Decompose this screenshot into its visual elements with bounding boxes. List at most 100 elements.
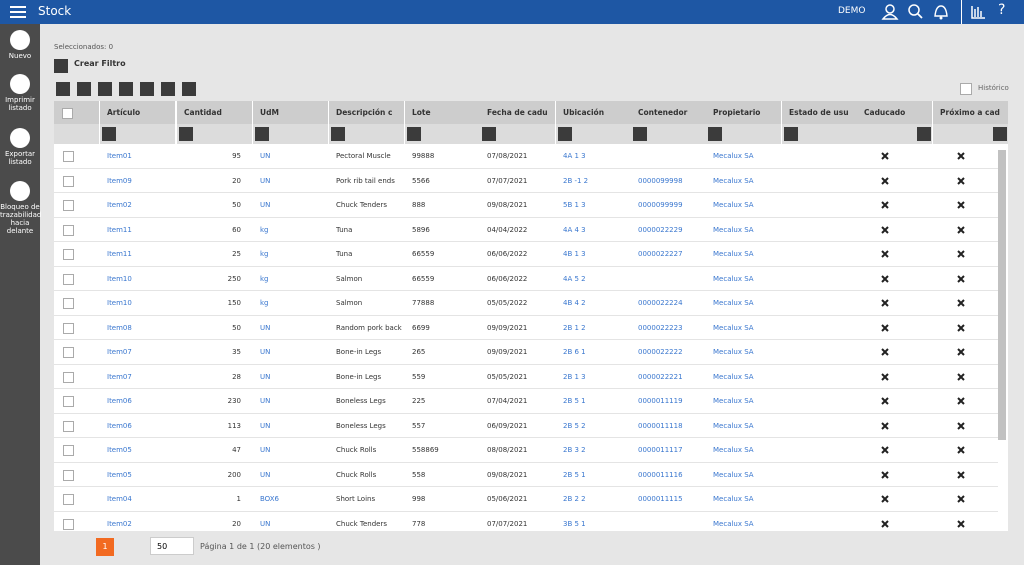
cell[interactable]: Mecalux SA: [713, 446, 754, 454]
cell[interactable]: Item08: [107, 323, 132, 332]
cell[interactable]: 0000022221: [638, 372, 683, 381]
cell[interactable]: Item07: [107, 372, 132, 381]
history-checkbox[interactable]: [960, 83, 972, 95]
cell[interactable]: 0000099998: [638, 176, 683, 185]
cell[interactable]: 4B 1 3: [563, 250, 586, 258]
tool-button[interactable]: [119, 82, 133, 96]
filter-button[interactable]: [407, 127, 421, 141]
cell[interactable]: Item01: [107, 152, 132, 160]
column-header[interactable]: Estado de usu: [782, 101, 858, 124]
filter-button[interactable]: [708, 127, 722, 141]
select-all[interactable]: [62, 108, 73, 119]
filter-icon[interactable]: [54, 59, 68, 73]
cell[interactable]: 2B 3 2: [563, 446, 586, 454]
page-size[interactable]: 50: [150, 537, 194, 555]
cell[interactable]: 0000011116: [638, 470, 683, 479]
column-header[interactable]: Propietario: [706, 101, 782, 124]
cell[interactable]: kg: [260, 250, 269, 258]
cell[interactable]: 0000011117: [638, 446, 683, 454]
filter-button[interactable]: [482, 127, 496, 141]
export-button[interactable]: Exportar listado: [0, 128, 40, 166]
cell[interactable]: Item06: [107, 421, 132, 430]
column-header[interactable]: Contenedor: [631, 101, 707, 124]
cell[interactable]: Mecalux SA: [713, 519, 754, 528]
row-checkbox[interactable]: [63, 469, 74, 481]
cell[interactable]: Item02: [107, 519, 132, 528]
cell[interactable]: Item10: [107, 299, 132, 307]
cell[interactable]: 2B 1 3: [563, 372, 586, 381]
cell[interactable]: Item04: [107, 495, 132, 503]
row-checkbox[interactable]: [63, 200, 74, 211]
cell[interactable]: Mecalux SA: [713, 299, 754, 307]
filter-button[interactable]: [917, 127, 931, 141]
filter-button[interactable]: [558, 127, 572, 141]
filter-button[interactable]: [784, 127, 798, 141]
cell[interactable]: Item11: [107, 225, 132, 234]
cell[interactable]: UN: [260, 152, 271, 160]
print-button[interactable]: Imprimir listado: [0, 74, 40, 112]
row-checkbox[interactable]: [63, 322, 74, 334]
cell[interactable]: BOX6: [260, 495, 279, 503]
cell[interactable]: 2B 5 1: [563, 397, 586, 405]
cell[interactable]: Mecalux SA: [713, 348, 754, 356]
cell[interactable]: 0000011115: [638, 495, 683, 503]
filter-button[interactable]: [179, 127, 193, 141]
cell[interactable]: 2B 5 1: [563, 470, 586, 479]
cell[interactable]: Mecalux SA: [713, 470, 754, 479]
tool-button[interactable]: [182, 82, 196, 96]
cell[interactable]: 4A 1 3: [563, 152, 586, 160]
cell[interactable]: UN: [260, 470, 271, 479]
cell[interactable]: 0000022223: [638, 323, 683, 332]
cell[interactable]: UN: [260, 446, 271, 454]
cell[interactable]: 2B 1 2: [563, 323, 586, 332]
filter-button[interactable]: [633, 127, 647, 141]
tool-button[interactable]: [98, 82, 112, 96]
cell[interactable]: Item11: [107, 250, 132, 258]
cell[interactable]: 2B 6 1: [563, 348, 586, 356]
column-header[interactable]: Artículo: [100, 101, 176, 124]
new-button[interactable]: Nuevo: [0, 30, 40, 60]
column-header[interactable]: Fecha de cadu: [480, 101, 556, 124]
column-header[interactable]: Caducado: [857, 101, 933, 124]
row-checkbox[interactable]: [63, 494, 74, 505]
cell[interactable]: Mecalux SA: [713, 323, 754, 332]
row-checkbox[interactable]: [63, 420, 74, 432]
cell[interactable]: 0000022224: [638, 299, 683, 307]
cell[interactable]: Item05: [107, 470, 132, 479]
cell[interactable]: 0000011119: [638, 397, 683, 405]
row-checkbox[interactable]: [63, 347, 74, 358]
cell[interactable]: 4A 4 3: [563, 225, 586, 234]
cell[interactable]: UN: [260, 176, 271, 185]
cell[interactable]: 4B 4 2: [563, 299, 586, 307]
row-checkbox[interactable]: [63, 273, 74, 285]
menu-icon[interactable]: [10, 6, 26, 18]
filter-button[interactable]: [102, 127, 116, 141]
column-header[interactable]: Descripción c: [329, 101, 405, 124]
filter-button[interactable]: [331, 127, 345, 141]
cell[interactable]: Item05: [107, 446, 132, 454]
row-checkbox[interactable]: [63, 396, 74, 407]
cell[interactable]: UN: [260, 348, 271, 356]
row-checkbox[interactable]: [63, 371, 74, 383]
trace-lock-button[interactable]: Bloqueo de trazabilidad hacia delante: [0, 181, 41, 235]
column-header[interactable]: Cantidad: [177, 101, 253, 124]
tool-button[interactable]: [140, 82, 154, 96]
cell[interactable]: Mecalux SA: [713, 250, 754, 258]
column-header[interactable]: Próximo a cad: [933, 101, 1008, 124]
cell[interactable]: kg: [260, 225, 269, 234]
cell[interactable]: Mecalux SA: [713, 274, 754, 283]
cell[interactable]: UN: [260, 372, 271, 381]
cell[interactable]: UN: [260, 519, 271, 528]
current-page[interactable]: 1: [96, 538, 114, 556]
tool-button[interactable]: [77, 82, 91, 96]
cell[interactable]: Item07: [107, 348, 132, 356]
row-checkbox[interactable]: [63, 151, 74, 162]
cell[interactable]: UN: [260, 421, 271, 430]
row-checkbox[interactable]: [63, 298, 74, 309]
row-checkbox[interactable]: [63, 249, 74, 260]
row-checkbox[interactable]: [63, 518, 74, 530]
cell[interactable]: Mecalux SA: [713, 397, 754, 405]
cell[interactable]: 5B 1 3: [563, 201, 586, 209]
cell[interactable]: 0000022229: [638, 225, 683, 234]
column-header[interactable]: UdM: [253, 101, 329, 124]
